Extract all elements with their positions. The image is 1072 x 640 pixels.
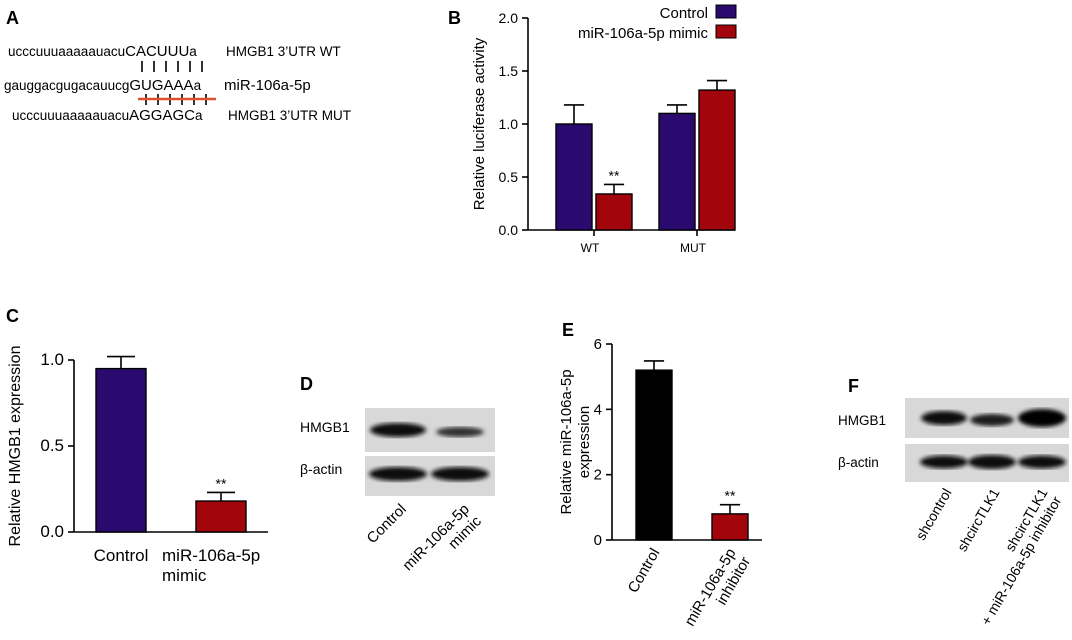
panel-a: A ucccuuuaaaaauacuCACUUUa HMGB1 3’UTR WT… (4, 8, 351, 124)
y-tick-label: 1.0 (499, 116, 519, 132)
blot-row-label-actin-d: β-actin (300, 461, 342, 477)
y-tick-label: 2.0 (499, 10, 519, 26)
bar (698, 89, 736, 231)
panel-label-e: E (562, 320, 574, 340)
y-tick-label: 4 (594, 401, 602, 418)
blot-row-label-actin-f: β-actin (838, 455, 879, 470)
blot-row-label-hmgb1-d: HMGB1 (300, 419, 350, 435)
panel-e: E 0 2 4 6 Control ** miR-106a-5pinhibitor Relat… (558, 320, 762, 637)
x-tick-label: miR-106a-5p mimic (162, 546, 260, 585)
western-blot-d-actin (365, 456, 495, 496)
blot-band (1018, 455, 1066, 469)
blot-lane-label-f-shcirctlk1: shcircTLK1 (954, 485, 1003, 554)
panel-label-a: A (6, 8, 19, 28)
y-axis-label: Relative HMGB1 expression (7, 346, 24, 547)
legend-swatch (715, 24, 737, 39)
western-blot-d-hmgb1 (365, 408, 495, 452)
western-blot-f-hmgb1 (905, 398, 1069, 438)
bar (595, 193, 633, 231)
y-tick-label: 6 (594, 336, 602, 353)
chart-e: 0 2 4 6 Control ** miR-106a-5pinhibitor Relativ… (558, 336, 762, 637)
bar (95, 367, 147, 533)
chart-b: 0.0 0.5 1.0 1.5 2.0 WT ** MUT Relative luciferas… (471, 4, 737, 255)
y-tick-label: 0.0 (499, 222, 519, 238)
y-tick-label: 1.0 (40, 350, 64, 369)
y-axis-label: Relative miR-106a-5pexpression (558, 369, 593, 514)
blot-band (369, 467, 427, 481)
seq-row-wt: ucccuuuaaaaauacuCACUUUa (8, 43, 197, 60)
y-tick-label: 1.5 (499, 63, 519, 79)
panel-label-b: B (448, 8, 461, 28)
x-tick-label: WT (581, 241, 600, 255)
x-tick-label: miR-106a-5pinhibitor (681, 545, 754, 637)
panel-label-c: C (6, 306, 19, 326)
y-axis-label: Relative luciferase activity (471, 37, 488, 210)
blot-band (921, 411, 967, 425)
panel-label-d: D (300, 374, 313, 394)
panel-f: F HMGB1 β-actin shcontrol shcircTLK1 shc… (838, 376, 1069, 628)
y-tick-label: 0.5 (40, 436, 64, 455)
seq-row-mir: gauggacgugacauucgGUGAAAa (4, 77, 202, 94)
bar (635, 369, 673, 541)
x-tick-label: Control (625, 546, 664, 596)
blot-band (431, 467, 489, 481)
bar (711, 513, 749, 541)
significance-label: ** (725, 488, 736, 504)
seq-name-mut: HMGB1 3’UTR MUT (228, 108, 351, 123)
blot-lane-label-f-shcontrol: shcontrol (912, 486, 954, 543)
significance-label: ** (609, 167, 620, 183)
seq-name-mir: miR-106a-5p (224, 77, 311, 94)
significance-label: ** (216, 475, 227, 491)
pairing-lines-top (141, 61, 203, 72)
x-tick-label: MUT (680, 241, 707, 255)
bar (195, 500, 247, 533)
blot-band (920, 455, 968, 469)
western-blot-f-actin (905, 444, 1069, 482)
x-tick-label: Control (94, 546, 149, 565)
blot-lane-label-d-mimic: miR-106a-5pmimic (399, 500, 485, 586)
panel-c: C 0.0 0.5 1.0 Control ** miR-106a-5p mimic Rela… (6, 306, 268, 585)
blot-band (436, 427, 484, 437)
blot-row-label-hmgb1-f: HMGB1 (838, 413, 886, 428)
legend-label: miR-106a-5p mimic (578, 25, 709, 42)
y-tick-label: 2 (594, 467, 602, 484)
seq-name-wt: HMGB1 3’UTR WT (226, 44, 341, 59)
blot-band (1018, 409, 1066, 427)
y-tick-label: 0.5 (499, 169, 519, 185)
legend-label: Control (660, 5, 708, 22)
seq-row-mut: ucccuuuaaaaauacuAGGAGCa (12, 107, 203, 124)
panel-b: B 0.0 0.5 1.0 1.5 2.0 WT ** MUT Relative lucifer… (448, 4, 737, 255)
blot-band (970, 414, 1014, 426)
bar (658, 112, 696, 231)
legend: Control miR-106a-5p mimic (578, 4, 737, 42)
blot-lane-label-d-control: Control (364, 501, 410, 547)
panel-d: D HMGB1 β-actin Control miR-106a-5pmimic (300, 374, 495, 586)
bar (555, 123, 593, 231)
y-tick-label: 0 (594, 532, 602, 549)
chart-c: 0.0 0.5 1.0 Control ** miR-106a-5p mimic Relati… (7, 346, 268, 585)
y-tick-label: 0.0 (40, 522, 64, 541)
panel-label-f: F (848, 376, 859, 396)
blot-band (370, 423, 426, 437)
legend-swatch (715, 4, 737, 19)
blot-band (968, 455, 1016, 469)
